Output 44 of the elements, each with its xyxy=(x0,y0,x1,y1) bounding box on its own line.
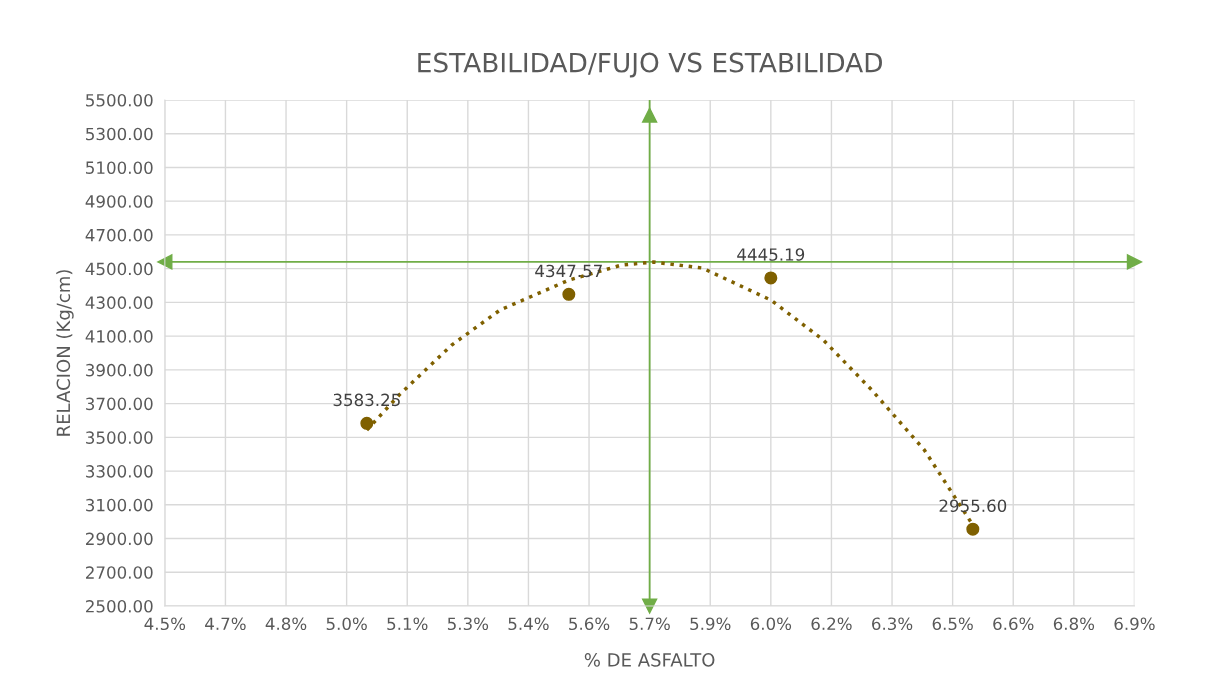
data-label: 3583.25 xyxy=(333,393,400,407)
y-tick-label: 3300.00 xyxy=(86,465,153,478)
x-tick-label: 5.4% xyxy=(508,617,549,631)
x-tick-label: 5.7% xyxy=(629,617,670,631)
point xyxy=(764,271,778,285)
x-tick-label: 4.8% xyxy=(265,617,307,631)
y-tick-label: 2700.00 xyxy=(86,566,153,579)
data-label: 4445.19 xyxy=(737,248,805,261)
y-tick-label: 4500.00 xyxy=(85,262,153,276)
y-tick-label: 4100.00 xyxy=(85,330,153,343)
x-tick-label: 6.2% xyxy=(811,617,852,631)
x-tick-label: 5.0% xyxy=(326,617,367,631)
x-axis-title: % DE ASFALTO xyxy=(584,653,715,667)
point xyxy=(562,287,576,301)
y-tick-label: 2500.00 xyxy=(86,600,153,613)
x-tick-label: 5.1% xyxy=(387,617,428,631)
y-tick-label: 3500.00 xyxy=(86,431,153,444)
y-tick-label: 4900.00 xyxy=(85,195,153,208)
x-tick-label: 5.3% xyxy=(447,617,489,631)
x-tick-label: 4.7% xyxy=(205,617,246,631)
y-tick-label: 5100.00 xyxy=(86,161,153,174)
chart-title: ESTABILIDAD/FUJO VS ESTABILIDAD xyxy=(418,52,882,78)
x-tick-label: 6.8% xyxy=(1053,617,1095,631)
y-tick-label: 5300.00 xyxy=(86,127,153,141)
y-tick-label: 3700.00 xyxy=(86,397,153,411)
y-tick-label: 3100.00 xyxy=(86,498,153,512)
y-axis-title: RELACION (Kg/cm) xyxy=(56,270,74,436)
x-tick-label: 6.6% xyxy=(993,617,1034,631)
y-tick-label: 4700.00 xyxy=(85,228,153,242)
point xyxy=(360,416,374,430)
x-tick-label: 4.5% xyxy=(144,617,186,631)
x-tick-label: 6.3% xyxy=(872,617,913,631)
y-tick-label: 5500.00 xyxy=(86,93,153,107)
x-tick-label: 6.5% xyxy=(932,617,973,631)
x-tick-label: 5.6% xyxy=(569,617,610,631)
y-tick-label: 2900.00 xyxy=(86,532,153,546)
x-tick-label: 5.9% xyxy=(690,617,731,631)
y-tick-label: 3900.00 xyxy=(86,363,153,377)
x-tick-label: 6.0% xyxy=(750,617,792,631)
point xyxy=(966,522,980,536)
data-label: 2955.60 xyxy=(939,499,1007,513)
x-tick-label: 6.9% xyxy=(1114,617,1155,631)
data-label: 4347.57 xyxy=(535,264,602,278)
y-tick-label: 4300.00 xyxy=(85,296,153,309)
